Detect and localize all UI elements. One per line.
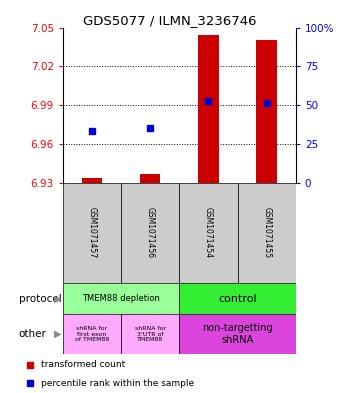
Bar [180, 283, 296, 314]
Bar [140, 174, 160, 183]
Text: shRNA for
3'UTR of
TMEM88: shRNA for 3'UTR of TMEM88 [135, 326, 166, 342]
Bar [121, 314, 180, 354]
Text: GSM1071457: GSM1071457 [87, 207, 97, 259]
Text: TMEM88 depletion: TMEM88 depletion [82, 294, 160, 303]
Text: GSM1071454: GSM1071454 [204, 207, 213, 259]
Text: transformed count: transformed count [41, 360, 125, 369]
Text: control: control [218, 294, 257, 304]
Bar [82, 178, 102, 183]
Bar [63, 314, 121, 354]
Text: shRNA for
first exon
of TMEM88: shRNA for first exon of TMEM88 [75, 326, 109, 342]
Bar [63, 283, 180, 314]
Bar [198, 35, 219, 183]
Bar [180, 314, 296, 354]
Text: ▶: ▶ [54, 294, 61, 304]
Text: protocol: protocol [19, 294, 62, 304]
Bar [180, 183, 238, 283]
Bar [256, 40, 277, 183]
Text: ▶: ▶ [54, 329, 61, 339]
Bar [238, 183, 296, 283]
Text: other: other [19, 329, 47, 339]
Text: non-targetting
shRNA: non-targetting shRNA [202, 323, 273, 345]
Text: GSM1071456: GSM1071456 [146, 207, 155, 259]
Bar [121, 183, 180, 283]
Bar [63, 183, 121, 283]
Text: percentile rank within the sample: percentile rank within the sample [41, 379, 194, 387]
Text: GSM1071455: GSM1071455 [262, 207, 271, 259]
Text: GDS5077 / ILMN_3236746: GDS5077 / ILMN_3236746 [83, 14, 257, 27]
